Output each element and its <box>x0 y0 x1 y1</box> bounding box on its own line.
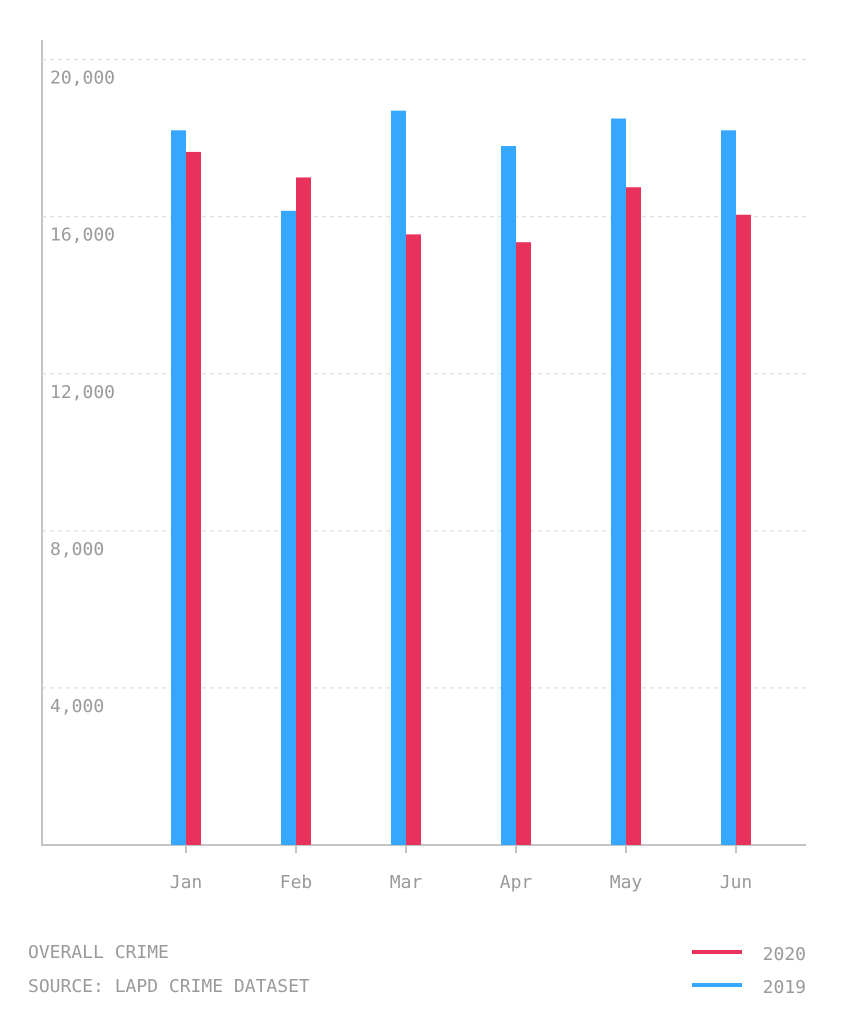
bar <box>626 187 641 845</box>
bar <box>186 151 201 846</box>
x-tick-label: Jun <box>720 872 753 893</box>
source: SOURCE: LAPD CRIME DATASET <box>28 976 310 997</box>
bar <box>516 242 531 846</box>
bar <box>406 234 421 845</box>
chart-title: OVERALL CRIME <box>28 942 169 963</box>
bar <box>281 210 296 845</box>
x-tick-label: Feb <box>280 872 313 893</box>
bar <box>721 130 736 845</box>
bar <box>611 118 626 846</box>
y-tick-label: 8,000 <box>50 539 104 560</box>
y-tick-label: 20,000 <box>50 68 115 89</box>
x-tick-label: Jan <box>170 872 203 893</box>
x-tick-label: May <box>610 872 643 893</box>
y-tick-label: 16,000 <box>50 225 115 246</box>
legend-label: 2019 <box>763 977 806 998</box>
legend-label: 2020 <box>763 944 806 965</box>
x-tick-label: Mar <box>390 872 423 893</box>
bar <box>736 214 751 845</box>
y-tick-label: 12,000 <box>50 382 115 403</box>
bar <box>171 130 186 845</box>
bar <box>296 177 311 845</box>
y-tick-label: 4,000 <box>50 696 104 717</box>
bar <box>391 110 406 846</box>
x-tick-label: Apr <box>500 872 533 893</box>
bar <box>501 146 516 845</box>
